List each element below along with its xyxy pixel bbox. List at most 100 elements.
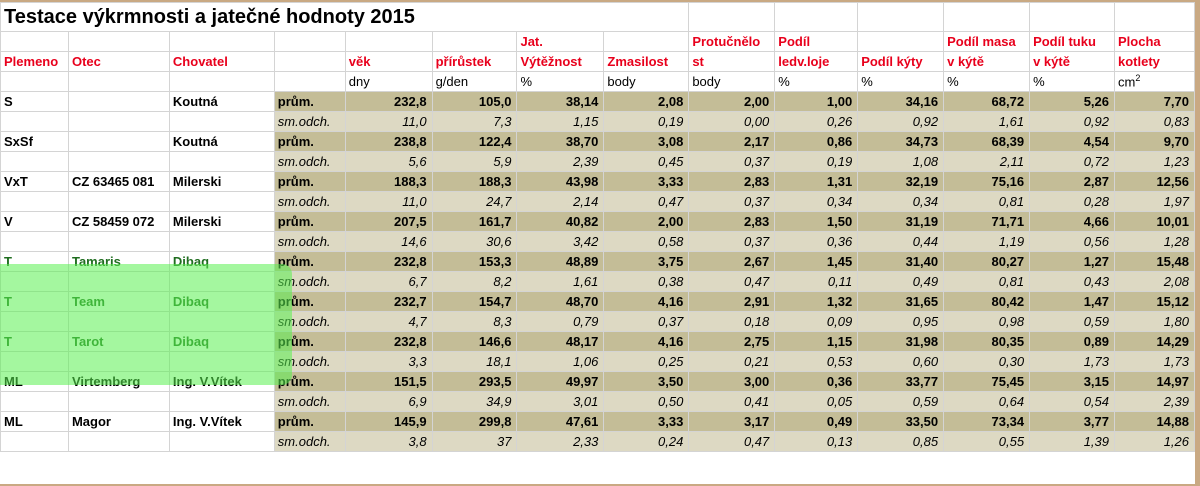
empty-cell[interactable] <box>168 111 275 132</box>
mean-value-cell[interactable]: 293,5 <box>431 371 518 392</box>
unit-cell[interactable]: body <box>603 71 690 92</box>
empty-cell[interactable] <box>0 351 69 372</box>
sd-label-cell[interactable]: sm.odch. <box>273 391 346 412</box>
sd-value-cell[interactable]: 2,08 <box>1114 271 1195 292</box>
plemeno-cell[interactable]: V <box>0 211 69 232</box>
sd-value-cell[interactable]: 0,09 <box>774 311 859 332</box>
mean-value-cell[interactable]: 80,27 <box>943 251 1031 272</box>
sd-value-cell[interactable]: 0,83 <box>1114 111 1195 132</box>
sd-value-cell[interactable]: 0,47 <box>688 431 776 452</box>
sd-value-cell[interactable]: 24,7 <box>431 191 518 212</box>
mean-value-cell[interactable]: 238,8 <box>344 131 433 152</box>
sd-value-cell[interactable]: 37 <box>431 431 518 452</box>
mean-value-cell[interactable]: 80,42 <box>943 291 1031 312</box>
mean-value-cell[interactable]: 188,3 <box>344 171 433 192</box>
mean-value-cell[interactable]: 2,83 <box>688 211 776 232</box>
sd-value-cell[interactable]: 14,6 <box>344 231 433 252</box>
sd-value-cell[interactable]: 3,3 <box>344 351 433 372</box>
plemeno-cell[interactable]: T <box>0 291 69 312</box>
sd-value-cell[interactable]: 0,13 <box>774 431 859 452</box>
chovatel-cell[interactable]: Dibaq <box>168 251 275 272</box>
sd-value-cell[interactable]: 0,79 <box>516 311 605 332</box>
empty-cell[interactable] <box>168 191 275 212</box>
mean-value-cell[interactable]: 31,19 <box>857 211 945 232</box>
header-protucnelost-2[interactable]: st <box>688 51 776 72</box>
sd-value-cell[interactable]: 1,73 <box>1029 351 1115 372</box>
sd-value-cell[interactable]: 0,98 <box>943 311 1031 332</box>
mean-value-cell[interactable]: 14,29 <box>1114 331 1195 352</box>
mean-value-cell[interactable]: 15,48 <box>1114 251 1195 272</box>
sd-value-cell[interactable]: 0,30 <box>943 351 1031 372</box>
header-jat-2[interactable]: Výtěžnost <box>516 51 605 72</box>
mean-value-cell[interactable]: 38,70 <box>516 131 605 152</box>
mean-value-cell[interactable]: 80,35 <box>943 331 1031 352</box>
mean-value-cell[interactable]: 188,3 <box>431 171 518 192</box>
sd-value-cell[interactable]: 0,37 <box>688 231 776 252</box>
header-plocha-1[interactable]: Plocha <box>1114 31 1195 52</box>
empty-cell[interactable] <box>67 231 170 252</box>
mean-value-cell[interactable]: 32,19 <box>857 171 945 192</box>
header-zmasilost[interactable]: Zmasilost <box>603 51 690 72</box>
sd-value-cell[interactable]: 0,26 <box>774 111 859 132</box>
sd-value-cell[interactable]: 0,19 <box>774 151 859 172</box>
sd-value-cell[interactable]: 1,61 <box>943 111 1031 132</box>
sd-value-cell[interactable]: 1,28 <box>1114 231 1195 252</box>
unit-cell[interactable]: cm2 <box>1114 71 1195 92</box>
header-podil-masa-2[interactable]: v kýtě <box>943 51 1031 72</box>
empty-cell[interactable] <box>168 431 275 452</box>
mean-label-cell[interactable]: prům. <box>273 91 346 112</box>
sd-value-cell[interactable]: 0,64 <box>943 391 1031 412</box>
sd-value-cell[interactable]: 4,7 <box>344 311 433 332</box>
mean-value-cell[interactable]: 1,45 <box>774 251 859 272</box>
mean-value-cell[interactable]: 1,00 <box>774 91 859 112</box>
mean-value-cell[interactable]: 3,33 <box>603 171 690 192</box>
sd-value-cell[interactable]: 0,36 <box>774 231 859 252</box>
mean-value-cell[interactable]: 7,70 <box>1114 91 1195 112</box>
mean-value-cell[interactable]: 3,17 <box>688 411 776 432</box>
mean-value-cell[interactable]: 0,89 <box>1029 331 1115 352</box>
header-podil-tuku-1[interactable]: Podíl tuku <box>1029 31 1115 52</box>
empty-cell[interactable] <box>168 351 275 372</box>
mean-value-cell[interactable]: 2,67 <box>688 251 776 272</box>
mean-value-cell[interactable]: 232,7 <box>344 291 433 312</box>
mean-value-cell[interactable]: 1,31 <box>774 171 859 192</box>
mean-value-cell[interactable]: 3,50 <box>603 371 690 392</box>
mean-value-cell[interactable]: 154,7 <box>431 291 518 312</box>
sd-label-cell[interactable]: sm.odch. <box>273 271 346 292</box>
empty-cell[interactable] <box>67 351 170 372</box>
sd-value-cell[interactable]: 0,00 <box>688 111 776 132</box>
plemeno-cell[interactable]: T <box>0 331 69 352</box>
empty-cell[interactable] <box>0 111 69 132</box>
mean-value-cell[interactable]: 145,9 <box>344 411 433 432</box>
mean-label-cell[interactable]: prům. <box>273 331 346 352</box>
mean-value-cell[interactable]: 38,14 <box>516 91 605 112</box>
sd-value-cell[interactable]: 6,9 <box>344 391 433 412</box>
sd-value-cell[interactable]: 0,41 <box>688 391 776 412</box>
empty-cell[interactable] <box>67 431 170 452</box>
mean-label-cell[interactable]: prům. <box>273 211 346 232</box>
mean-value-cell[interactable]: 232,8 <box>344 91 433 112</box>
mean-value-cell[interactable]: 2,91 <box>688 291 776 312</box>
mean-value-cell[interactable]: 14,97 <box>1114 371 1195 392</box>
mean-value-cell[interactable]: 3,08 <box>603 131 690 152</box>
sd-label-cell[interactable]: sm.odch. <box>273 111 346 132</box>
sd-value-cell[interactable]: 0,44 <box>857 231 945 252</box>
sd-value-cell[interactable]: 11,0 <box>344 191 433 212</box>
sd-value-cell[interactable]: 6,7 <box>344 271 433 292</box>
mean-value-cell[interactable]: 3,77 <box>1029 411 1115 432</box>
mean-value-cell[interactable]: 15,12 <box>1114 291 1195 312</box>
mean-value-cell[interactable]: 4,54 <box>1029 131 1115 152</box>
empty-cell[interactable] <box>0 231 69 252</box>
sd-label-cell[interactable]: sm.odch. <box>273 151 346 172</box>
unit-cell[interactable]: dny <box>344 71 433 92</box>
sd-value-cell[interactable]: 5,6 <box>344 151 433 172</box>
mean-label-cell[interactable]: prům. <box>273 291 346 312</box>
sd-value-cell[interactable]: 1,19 <box>943 231 1031 252</box>
sd-value-cell[interactable]: 0,18 <box>688 311 776 332</box>
sd-value-cell[interactable]: 0,60 <box>857 351 945 372</box>
unit-cell[interactable]: % <box>943 71 1031 92</box>
empty-cell[interactable] <box>0 151 69 172</box>
sd-value-cell[interactable]: 0,34 <box>857 191 945 212</box>
header-podil-kyty[interactable]: Podíl kýty <box>857 51 945 72</box>
mean-value-cell[interactable]: 161,7 <box>431 211 518 232</box>
